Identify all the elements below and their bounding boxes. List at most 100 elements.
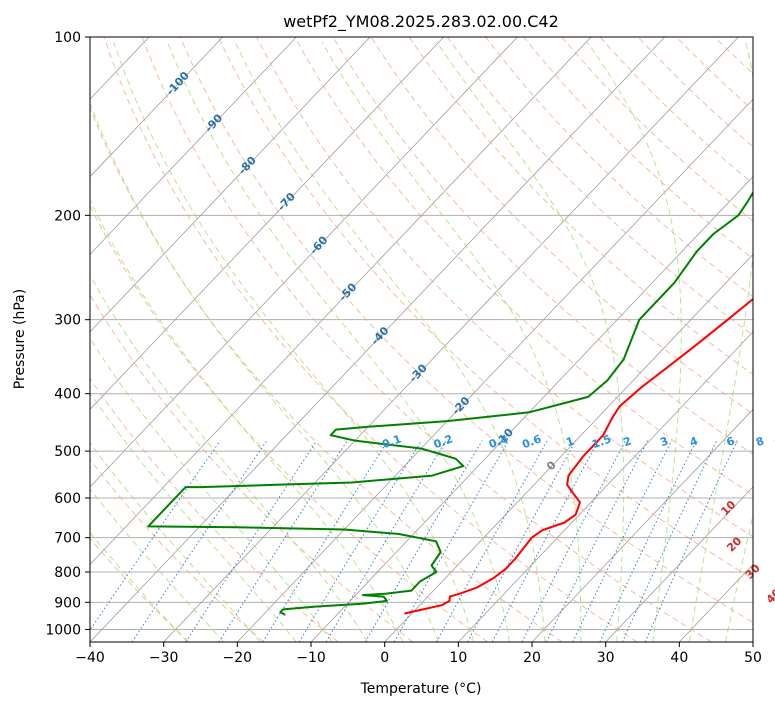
dry-adiabat-line [256, 37, 753, 538]
chart-title: wetPf2_YM08.2025.283.02.00.C42 [283, 12, 559, 32]
isotherm-line [458, 331, 753, 642]
mixing-ratio-line [298, 440, 422, 642]
mixing-ratio-line [521, 440, 626, 642]
tick-layer: −40 −30 −20 −10 0 10 20 30 40 5010020030040050060… [45, 30, 762, 666]
mixing-ratio-label: 6 [725, 434, 737, 449]
moist-adiabat-line [90, 531, 188, 642]
y-tick-label: 900 [54, 595, 81, 611]
series-layer [147, 190, 753, 616]
y-tick-label: 100 [54, 30, 81, 46]
y-tick-label: 300 [54, 313, 81, 329]
dry-adiabat-line [141, 37, 712, 642]
dry-adiabat-line [103, 37, 638, 642]
grid-layer [0, 37, 753, 642]
dry-adiabat-line [90, 204, 488, 642]
isotherm-line [90, 37, 666, 642]
dry-adiabat-line [294, 37, 753, 496]
dry-adiabat-line [752, 37, 753, 39]
mixing-ratio-label: 1.5 [590, 432, 613, 451]
y-tick-label: 1000 [45, 622, 81, 638]
dry-adiabat-line [370, 37, 753, 415]
dry-adiabat-line [408, 37, 753, 375]
isotherm-line [531, 408, 753, 642]
moist-adiabat-line [234, 41, 546, 642]
dry-adiabat-line [637, 37, 753, 148]
x-tick-label: −20 [223, 650, 253, 666]
isotherm-line [90, 37, 224, 178]
mixing-ratio-line [218, 440, 348, 642]
mixing-ratio-line [393, 440, 510, 642]
mixing-ratio-line [90, 440, 221, 631]
isotherm-line [90, 37, 445, 410]
mixing-ratio-line [599, 440, 697, 642]
mixing-ratio-line [325, 440, 447, 642]
x-tick-label: −10 [296, 650, 326, 666]
mixing-ratio-label: 0.1 [380, 432, 403, 451]
moist-adiabat-line [90, 274, 369, 642]
mixing-ratio-label: 2 [622, 434, 634, 449]
moist-adiabat-line [725, 512, 753, 642]
x-axis-title: Temperature (°C) [360, 681, 482, 697]
dry-adiabat-line [599, 37, 753, 185]
mixing-ratio-line [491, 440, 599, 642]
mixing-ratio-line [131, 440, 268, 642]
isotherm-line [752, 641, 753, 642]
moist-adiabat-line [688, 41, 753, 642]
isotherm-line [163, 37, 739, 642]
mixing-ratio-label: 1 [564, 434, 576, 449]
mixing-ratio-line [545, 440, 648, 642]
moist-adiabat-line [90, 199, 404, 642]
isotherm-line [90, 37, 371, 333]
y-tick-label: 800 [54, 565, 81, 581]
mixing-ratio-line [621, 440, 718, 642]
moist-adiabat-line [90, 488, 225, 642]
moist-adiabat-line [321, 41, 582, 642]
dry-adiabat-line [90, 458, 264, 642]
y-tick-label: 400 [54, 387, 81, 403]
wet-bulb-label: 40 [764, 586, 775, 606]
isotherm-line [237, 98, 753, 642]
dry-adiabat-line [523, 37, 753, 260]
x-tick-label: 50 [744, 650, 762, 666]
dry-adiabat-line [179, 37, 753, 623]
moist-adiabat-line [90, 442, 261, 642]
y-tick-label: 700 [54, 531, 81, 547]
isotherm-line [90, 37, 297, 255]
dry-adiabat-line [90, 537, 190, 642]
temperature-profile-line [404, 297, 753, 615]
moist-adiabat-line [90, 392, 297, 642]
x-tick-label: 40 [670, 650, 688, 666]
x-tick-label: −40 [75, 650, 105, 666]
x-tick-label: 20 [523, 650, 541, 666]
moist-adiabat-line [113, 41, 475, 642]
isotherm-line [0, 37, 2, 642]
mixing-ratio-label: 8 [754, 434, 766, 449]
moist-adiabat-line [90, 337, 333, 642]
mixing-ratio-line [262, 440, 389, 642]
annotation-layer: -100-90-80-70-60-50-40-30-20-1000.1 0.2 0.… [164, 69, 775, 606]
dry-adiabat-line [90, 377, 339, 642]
dry-adiabat-line [90, 106, 563, 642]
y-tick-label: 500 [54, 444, 81, 460]
moist-adiabat-line [90, 101, 439, 642]
moist-adiabat-line [586, 41, 682, 642]
isotherm-line [384, 253, 753, 642]
y-axis-title: Pressure (hPa) [12, 289, 28, 389]
mixing-ratio-line [572, 440, 673, 642]
x-tick-label: 0 [380, 650, 389, 666]
isotherm-line [605, 486, 753, 642]
x-tick-label: 30 [597, 650, 615, 666]
isotherm-line [90, 37, 592, 566]
mixing-ratio-line [364, 440, 483, 642]
x-tick-label: −30 [149, 650, 179, 666]
dry-adiabat-line [485, 37, 753, 298]
mixing-ratio-line [435, 440, 548, 642]
mixing-ratio-label: 0.4 [487, 432, 510, 451]
x-tick-label: 10 [449, 650, 467, 666]
dry-adiabat-line [446, 37, 753, 336]
dry-adiabat-line [332, 37, 753, 455]
dry-adiabat-line [217, 37, 753, 580]
mixing-ratio-label: 4 [688, 434, 700, 449]
plot-frame [89, 36, 754, 643]
